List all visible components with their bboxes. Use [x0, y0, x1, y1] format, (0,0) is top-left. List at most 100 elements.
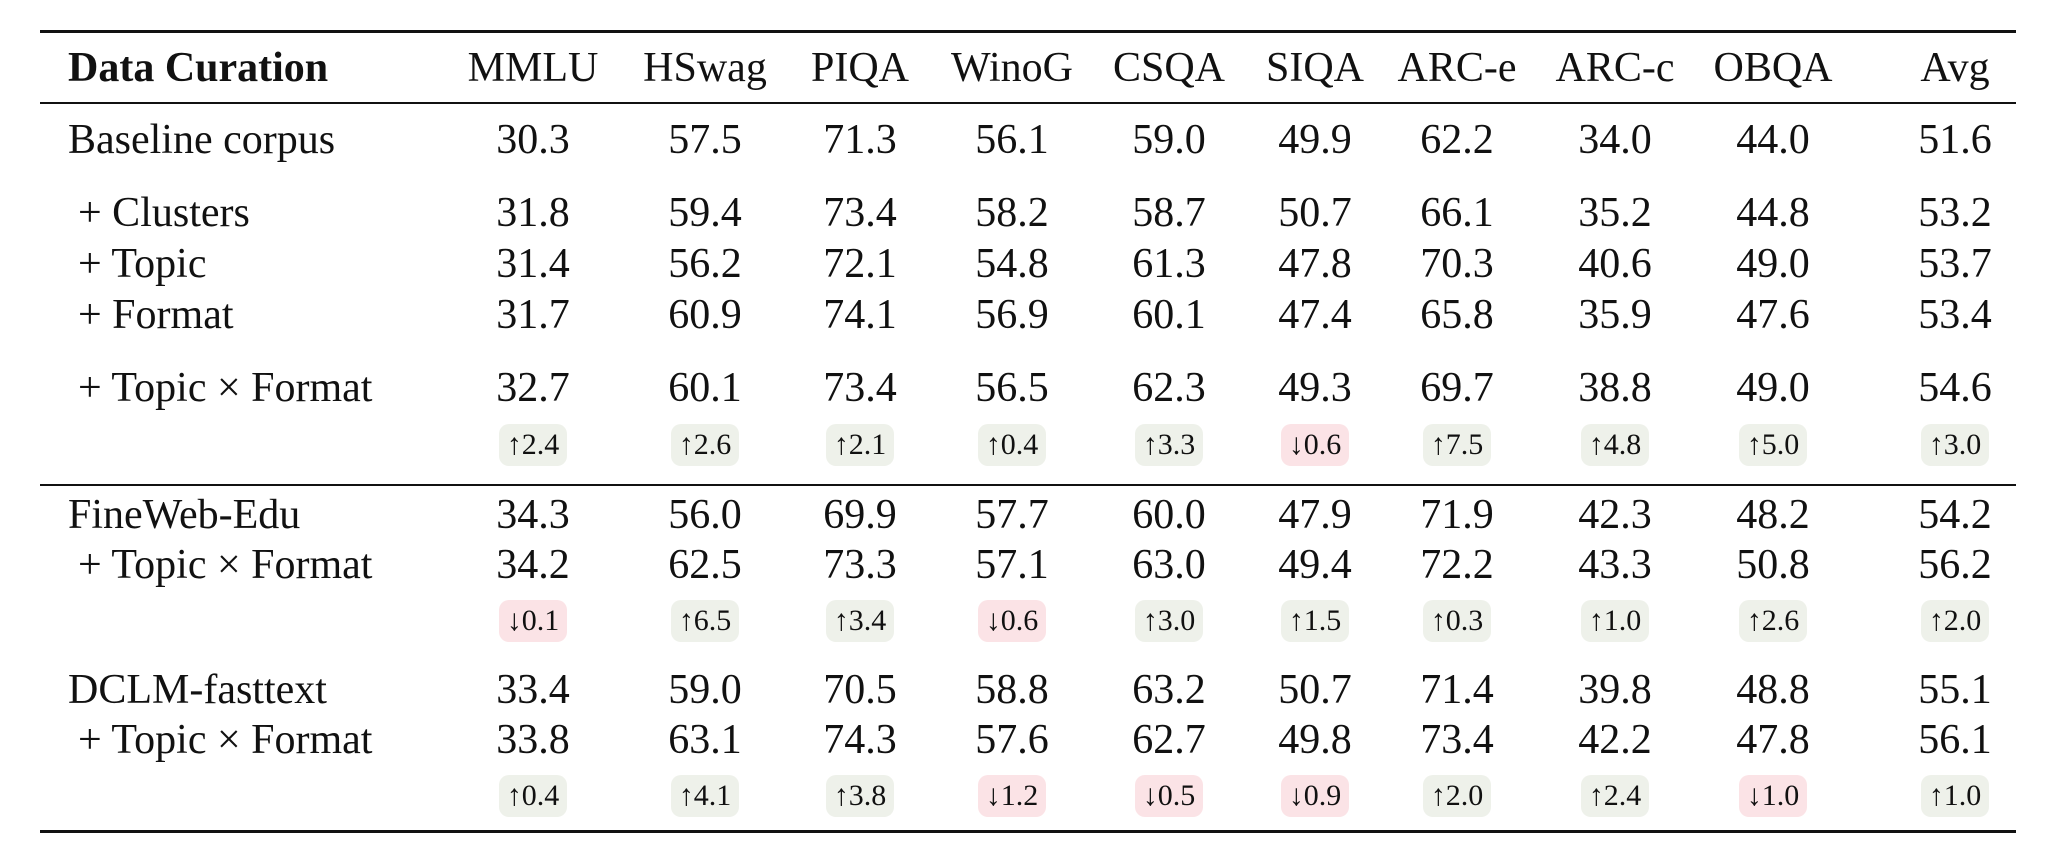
value-csqa: 58.7 — [1132, 190, 1206, 236]
value-siqa: 49.3 — [1278, 365, 1352, 411]
delta-row: ↑2.4 ↑2.6 ↑2.1 ↑0.4 ↑3.3 ↓0.6 ↑7.5 ↑4.8 … — [0, 423, 2056, 467]
value-arc-e: 71.9 — [1420, 492, 1494, 538]
table-row: DCLM-fasttext 33.4 59.0 70.5 58.8 63.2 5… — [0, 665, 2056, 715]
value-arc-e: 69.7 — [1420, 365, 1494, 411]
header-label: Data Curation — [68, 45, 329, 91]
value-arc-e: 70.3 — [1420, 241, 1494, 287]
value-arc-e: 66.1 — [1420, 190, 1494, 236]
value-mmlu: 33.8 — [496, 717, 570, 763]
delta-badge: ↑6.5 — [670, 600, 740, 642]
value-obqa: 48.8 — [1736, 667, 1810, 713]
row-label: + Topic × Format — [78, 542, 373, 588]
value-obqa: 49.0 — [1736, 365, 1810, 411]
value-arc-e: 73.4 — [1420, 717, 1494, 763]
row-label: + Topic — [78, 241, 207, 287]
value-arc-c: 35.9 — [1578, 292, 1652, 338]
header-obqa: OBQA — [1713, 45, 1833, 91]
value-siqa: 47.8 — [1278, 241, 1352, 287]
delta-row: ↓0.1 ↑6.5 ↑3.4 ↓0.6 ↑3.0 ↑1.5 ↑0.3 ↑1.0 … — [0, 599, 2056, 643]
value-csqa: 62.3 — [1132, 365, 1206, 411]
value-csqa: 61.3 — [1132, 241, 1206, 287]
row-label: + Format — [78, 292, 234, 338]
value-obqa: 48.2 — [1736, 492, 1810, 538]
delta-badge: ↑0.4 — [977, 424, 1047, 466]
value-siqa: 49.8 — [1278, 717, 1352, 763]
value-arc-c: 39.8 — [1578, 667, 1652, 713]
value-arc-c: 35.2 — [1578, 190, 1652, 236]
row-label: DCLM-fasttext — [68, 667, 327, 713]
delta-row: ↑0.4 ↑4.1 ↑3.8 ↓1.2 ↓0.5 ↓0.9 ↑2.0 ↑2.4 … — [0, 774, 2056, 818]
table-row: + Topic × Format 33.8 63.1 74.3 57.6 62.… — [0, 715, 2056, 765]
value-hswag: 60.1 — [668, 365, 742, 411]
value-obqa: 44.0 — [1736, 117, 1810, 163]
value-winog: 56.9 — [975, 292, 1049, 338]
row-label: + Clusters — [78, 190, 250, 236]
value-winog: 56.1 — [975, 117, 1049, 163]
header-siqa: SIQA — [1265, 45, 1364, 91]
header-csqa: CSQA — [1112, 45, 1226, 91]
value-winog: 54.8 — [975, 241, 1049, 287]
value-siqa: 47.4 — [1278, 292, 1352, 338]
delta-badge: ↓0.6 — [1280, 424, 1350, 466]
value-arc-c: 42.2 — [1578, 717, 1652, 763]
value-csqa: 60.1 — [1132, 292, 1206, 338]
table-row: + Topic × Format 34.2 62.5 73.3 57.1 63.… — [0, 540, 2056, 590]
table-row: FineWeb-Edu 34.3 56.0 69.9 57.7 60.0 47.… — [0, 490, 2056, 540]
value-piqa: 73.3 — [823, 542, 897, 588]
row-label: + Topic × Format — [78, 717, 373, 763]
delta-badge: ↑0.4 — [498, 775, 568, 817]
value-avg: 53.7 — [1918, 241, 1992, 287]
value-arc-e: 71.4 — [1420, 667, 1494, 713]
delta-badge: ↑0.3 — [1422, 600, 1492, 642]
value-piqa: 69.9 — [823, 492, 897, 538]
table-row: Baseline corpus 30.3 57.5 71.3 56.1 59.0… — [0, 115, 2056, 165]
value-mmlu: 30.3 — [496, 117, 570, 163]
delta-badge: ↑3.3 — [1134, 424, 1204, 466]
delta-badge: ↓0.6 — [977, 600, 1047, 642]
value-arc-c: 42.3 — [1578, 492, 1652, 538]
value-arc-e: 65.8 — [1420, 292, 1494, 338]
delta-badge: ↑3.0 — [1920, 424, 1990, 466]
value-hswag: 56.0 — [668, 492, 742, 538]
bottom-rule — [40, 830, 2016, 833]
value-winog: 56.5 — [975, 365, 1049, 411]
value-avg: 54.6 — [1918, 365, 1992, 411]
value-csqa: 60.0 — [1132, 492, 1206, 538]
delta-badge: ↑3.8 — [825, 775, 895, 817]
value-siqa: 50.7 — [1278, 667, 1352, 713]
value-arc-c: 40.6 — [1578, 241, 1652, 287]
delta-badge: ↑2.0 — [1920, 600, 1990, 642]
delta-badge: ↑2.6 — [1738, 600, 1808, 642]
header-hswag: HSwag — [643, 45, 767, 91]
value-csqa: 63.2 — [1132, 667, 1206, 713]
value-mmlu: 31.8 — [496, 190, 570, 236]
table-row: + Topic × Format 32.7 60.1 73.4 56.5 62.… — [0, 363, 2056, 413]
value-winog: 57.7 — [975, 492, 1049, 538]
header-arc-c: ARC-c — [1555, 45, 1675, 91]
value-avg: 53.4 — [1918, 292, 1992, 338]
row-label: + Topic × Format — [78, 365, 373, 411]
value-siqa: 49.9 — [1278, 117, 1352, 163]
value-obqa: 47.6 — [1736, 292, 1810, 338]
value-csqa: 62.7 — [1132, 717, 1206, 763]
delta-badge: ↑2.1 — [825, 424, 895, 466]
value-obqa: 50.8 — [1736, 542, 1810, 588]
header-winog: WinoG — [951, 45, 1073, 91]
value-arc-c: 43.3 — [1578, 542, 1652, 588]
value-mmlu: 34.3 — [496, 492, 570, 538]
value-piqa: 73.4 — [823, 190, 897, 236]
value-mmlu: 33.4 — [496, 667, 570, 713]
value-winog: 58.8 — [975, 667, 1049, 713]
delta-badge: ↑5.0 — [1738, 424, 1808, 466]
value-piqa: 72.1 — [823, 241, 897, 287]
value-avg: 56.2 — [1918, 542, 1992, 588]
delta-badge: ↑4.8 — [1580, 424, 1650, 466]
value-arc-c: 38.8 — [1578, 365, 1652, 411]
value-winog: 57.1 — [975, 542, 1049, 588]
delta-badge: ↓1.2 — [977, 775, 1047, 817]
value-siqa: 49.4 — [1278, 542, 1352, 588]
value-mmlu: 31.4 — [496, 241, 570, 287]
delta-badge: ↑2.4 — [498, 424, 568, 466]
delta-badge: ↑1.5 — [1280, 600, 1350, 642]
delta-badge: ↓0.5 — [1134, 775, 1204, 817]
